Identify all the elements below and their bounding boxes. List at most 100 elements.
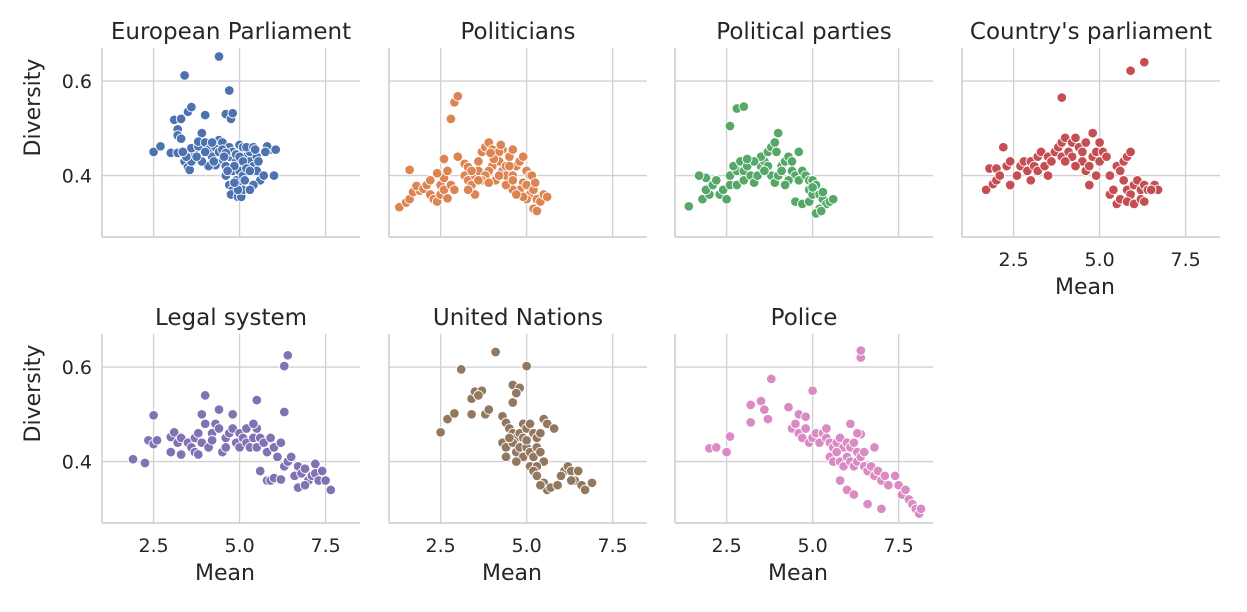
data-point <box>165 446 177 458</box>
data-point <box>535 427 546 439</box>
data-point <box>1139 56 1150 68</box>
data-point <box>473 156 484 167</box>
data-point <box>1139 196 1150 207</box>
data-point <box>855 345 867 356</box>
data-point <box>462 184 474 196</box>
data-point <box>579 484 591 496</box>
data-point <box>900 484 911 496</box>
data-point <box>693 170 705 181</box>
data-point <box>253 156 264 167</box>
data-point <box>759 165 770 177</box>
y-axis-label: Diversity <box>21 345 46 443</box>
data-point <box>199 418 211 430</box>
data-point <box>683 201 695 212</box>
data-point <box>1042 170 1054 181</box>
data-point <box>220 442 232 453</box>
data-point <box>869 442 880 453</box>
x-axis-label: Mean <box>482 561 542 586</box>
data-point <box>531 470 543 482</box>
data-point <box>504 432 515 444</box>
data-point <box>1084 160 1095 172</box>
x-tick-label: 7.5 <box>1170 249 1200 271</box>
data-point <box>199 390 211 401</box>
data-point <box>721 193 732 205</box>
data-point <box>270 144 281 155</box>
data-point <box>1094 137 1105 148</box>
data-point <box>148 410 159 421</box>
data-point <box>442 165 453 177</box>
data-point <box>745 399 756 411</box>
data-point <box>1125 146 1136 158</box>
x-tick-label: 2.5 <box>711 535 741 557</box>
data-point <box>1046 156 1057 167</box>
data-point <box>711 442 722 453</box>
data-point <box>786 156 798 167</box>
data-point <box>148 146 159 158</box>
data-point <box>531 205 543 217</box>
data-point <box>1104 170 1116 181</box>
x-tick-label: 2.5 <box>998 249 1028 271</box>
data-point <box>821 423 832 434</box>
data-point <box>208 156 220 167</box>
data-point <box>1070 160 1081 172</box>
data-point <box>175 133 187 144</box>
data-point <box>227 107 238 119</box>
data-point <box>455 364 467 375</box>
data-point <box>793 146 805 158</box>
data-point <box>980 184 992 196</box>
data-point <box>213 423 225 434</box>
data-point <box>815 205 827 217</box>
x-tick-label: 5.0 <box>1084 249 1114 271</box>
data-point <box>1059 156 1071 167</box>
data-point <box>848 437 860 448</box>
data-point <box>244 165 256 177</box>
data-point <box>790 418 801 430</box>
data-point <box>310 458 321 470</box>
data-point <box>199 146 211 158</box>
data-point <box>279 360 290 372</box>
data-point <box>521 360 532 372</box>
data-point <box>883 479 894 491</box>
y-tick-label: 0.6 <box>62 357 92 379</box>
data-point <box>800 411 811 422</box>
data-point <box>239 175 251 186</box>
data-point <box>485 147 496 159</box>
data-point <box>511 456 522 467</box>
data-point <box>193 449 204 460</box>
data-point <box>724 120 736 132</box>
data-point <box>249 144 261 155</box>
data-point <box>272 451 283 463</box>
data-point <box>1070 132 1081 144</box>
data-point <box>258 170 269 181</box>
data-point <box>779 179 791 191</box>
data-point <box>127 453 139 465</box>
data-point <box>193 427 204 439</box>
data-point <box>490 346 501 358</box>
data-point <box>783 401 794 413</box>
data-point <box>285 451 297 463</box>
data-point <box>229 177 240 188</box>
data-point <box>483 404 495 415</box>
panel-title: Legal system <box>155 305 307 331</box>
data-point <box>572 465 584 477</box>
data-point <box>199 109 211 121</box>
data-point <box>320 475 331 486</box>
x-axis-label: Mean <box>195 561 255 586</box>
data-point <box>1025 175 1037 186</box>
data-point <box>218 151 230 162</box>
data-point <box>248 418 259 430</box>
data-point <box>275 437 287 448</box>
data-point <box>521 435 532 446</box>
data-point <box>776 165 787 177</box>
data-point <box>745 417 756 428</box>
data-point <box>586 477 598 489</box>
data-point <box>404 164 415 176</box>
x-tick-label: 2.5 <box>138 535 168 557</box>
data-point <box>155 141 166 152</box>
data-point <box>511 189 522 200</box>
data-point <box>1090 170 1102 181</box>
data-point <box>1056 92 1068 103</box>
data-point <box>275 474 287 485</box>
x-tick-label: 5.0 <box>224 535 254 557</box>
